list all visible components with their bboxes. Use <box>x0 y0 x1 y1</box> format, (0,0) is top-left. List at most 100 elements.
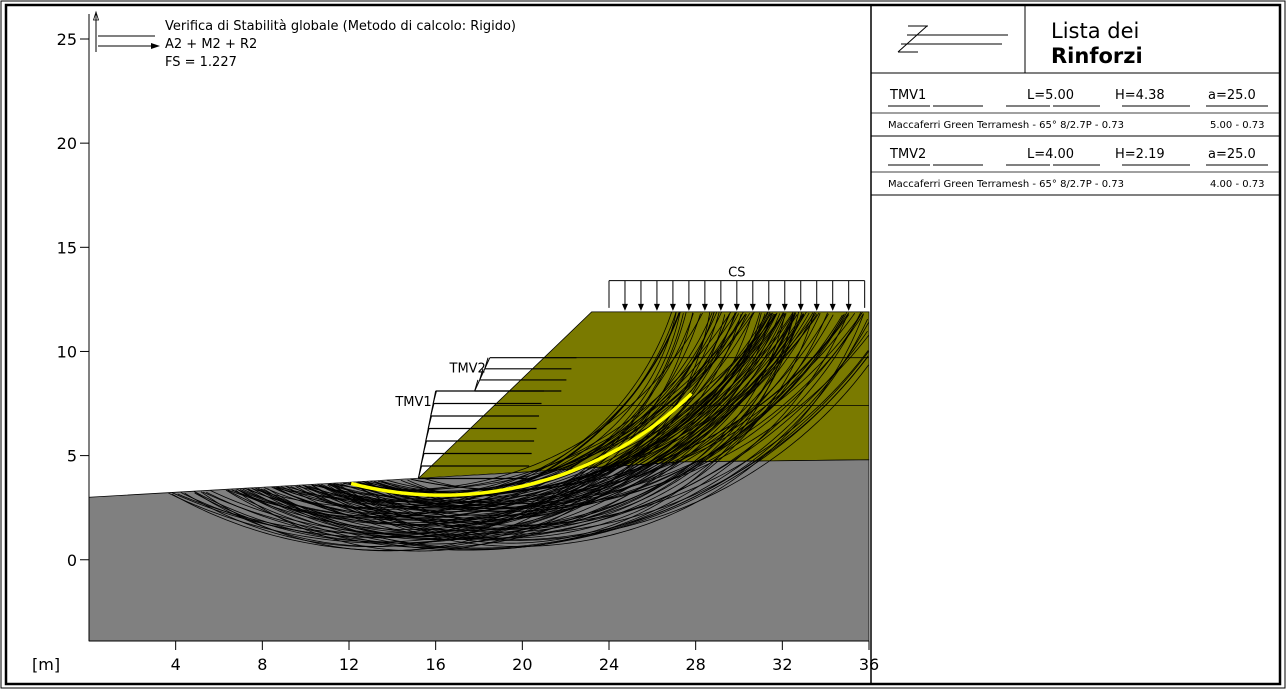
legend-row-length: L=5.00 <box>1027 88 1074 103</box>
load-arrow-head <box>829 303 836 311</box>
legend-symbol-icon <box>897 25 1008 53</box>
trial-slip-surface <box>225 313 787 549</box>
facing-step <box>479 368 484 381</box>
legend-row-height: H=4.38 <box>1115 88 1165 103</box>
load-label: CS <box>728 266 745 281</box>
trial-slip-surface <box>305 355 869 535</box>
trial-slip-surface <box>227 350 870 551</box>
x-tick-label: 8 <box>257 655 267 674</box>
trial-slip-surface <box>373 313 864 505</box>
trial-slip-surface <box>276 314 818 517</box>
load-arrow-head <box>765 303 772 311</box>
y-tick-label: 10 <box>57 342 77 361</box>
trial-slip-surface <box>273 312 754 502</box>
trial-slip-surface <box>319 313 776 507</box>
legend-row-height: H=2.19 <box>1115 147 1165 162</box>
load-arrow-head <box>781 303 788 311</box>
legend-row-angle: a=25.0 <box>1208 147 1256 162</box>
load-arrow-head <box>669 303 676 311</box>
trial-slip-surface <box>363 312 797 510</box>
reinforcement-label: TMV2 <box>449 362 486 377</box>
y-tick-label: 0 <box>67 551 77 570</box>
trial-slip-surface <box>342 312 703 490</box>
legend-row-material: Maccaferri Green Terramesh - 65° 8/2.7P … <box>888 120 1124 131</box>
reinforcement-label: TMV1 <box>394 395 431 410</box>
trial-slip-surface <box>267 314 726 538</box>
load-arrow-head <box>797 303 804 311</box>
x-tick-label: 32 <box>772 655 792 674</box>
legend-row-tmv1: TMV1 L=5.00 H=4.38 a=25.0 Maccaferri Gre… <box>871 88 1280 137</box>
trial-slip-surface <box>242 330 868 540</box>
legend-row-length: L=4.00 <box>1027 147 1074 162</box>
trial-slip-surface <box>247 313 781 541</box>
critical-slip-curve <box>350 392 693 497</box>
trial-slip-surface <box>302 312 815 522</box>
facing-line <box>474 357 491 392</box>
facing-step <box>420 453 425 467</box>
slip-surfaces <box>168 311 870 552</box>
legend-title-line1: Lista dei <box>1051 19 1139 43</box>
load-arrow-head <box>749 303 756 311</box>
trial-slip-surface <box>260 314 834 536</box>
trial-slip-surface <box>411 312 850 491</box>
load-arrow-head <box>637 303 644 311</box>
critical-slip-surface <box>350 392 693 497</box>
reinforcement-legend: Lista dei Rinforzi TMV1 L=5.00 H=4.38 a=… <box>871 5 1280 196</box>
facing-step <box>425 428 430 442</box>
trial-slip-surface <box>171 312 778 551</box>
plot-area: TMV1 TMV2 CS 0 5 10 15 20 25 4 8 12 16 20 24 28 32 36 <box>57 14 879 674</box>
analysis-title: Verifica di Stabilità globale (Metodo di… <box>165 19 516 34</box>
legend-row-angle: a=25.0 <box>1208 88 1256 103</box>
trial-slip-surface <box>273 313 845 531</box>
trial-slip-surface <box>340 312 810 507</box>
x-tick-label: 36 <box>859 655 879 674</box>
trial-slip-surface <box>200 312 694 552</box>
x-tick-label: 24 <box>599 655 619 674</box>
factor-of-safety: FS = 1.227 <box>165 55 237 70</box>
trial-slip-surface <box>298 364 869 541</box>
trial-slip-surface <box>193 314 783 544</box>
y-tick-label: 5 <box>67 447 77 466</box>
load-arrow-head <box>813 303 820 311</box>
x-tick-label: 16 <box>425 655 445 674</box>
legend-row-dims: 5.00 - 0.73 <box>1210 120 1265 131</box>
inner-border <box>4 3 1282 686</box>
load-arrow-head <box>733 303 740 311</box>
reinforcements: TMV1 TMV2 <box>394 357 577 480</box>
y-tick-label: 20 <box>57 134 77 153</box>
analysis-header: Verifica di Stabilità globale (Metodo di… <box>92 10 516 70</box>
foundation-top-wedge <box>89 472 523 498</box>
trial-slip-surface <box>193 312 687 547</box>
x-tick-label: 28 <box>685 655 705 674</box>
trial-slip-surface <box>332 314 794 544</box>
facing-step <box>432 390 437 404</box>
units-label: [m] <box>32 655 60 674</box>
trial-slip-surface <box>337 312 796 533</box>
legend-row-tmv2: TMV2 L=4.00 H=2.19 a=25.0 Maccaferri Gre… <box>871 147 1280 196</box>
facing-step <box>417 465 423 479</box>
load-arrow-head <box>845 303 852 311</box>
x-tick-label: 12 <box>339 655 359 674</box>
trial-slip-surface <box>332 314 845 517</box>
load-arrow-head <box>685 303 692 311</box>
legend-row-name: TMV2 <box>889 147 926 162</box>
facing-step <box>427 415 432 429</box>
trial-slip-surface <box>320 311 681 509</box>
y-tick-label: 25 <box>57 30 77 49</box>
x-tick-label: 4 <box>171 655 181 674</box>
trial-slip-surface <box>318 312 715 511</box>
trial-slip-surface <box>281 311 755 514</box>
trial-slip-surface <box>304 312 681 502</box>
foundation-layer <box>88 459 870 642</box>
distributed-load: CS <box>608 266 866 311</box>
trial-slip-surface <box>263 313 849 550</box>
legend-row-name: TMV1 <box>889 88 926 103</box>
load-arrow-head <box>701 303 708 311</box>
analysis-combination: A2 + M2 + R2 <box>165 37 257 52</box>
load-arrow-head <box>717 303 724 311</box>
trial-slip-surface <box>238 356 869 550</box>
trial-slip-surface <box>327 313 815 539</box>
axes: 0 5 10 15 20 25 4 8 12 16 20 24 28 32 36 <box>57 14 879 674</box>
trial-slip-surface <box>238 313 684 535</box>
